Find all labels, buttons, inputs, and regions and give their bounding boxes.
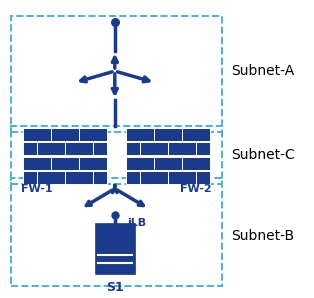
Bar <box>140 171 168 184</box>
Bar <box>23 157 51 170</box>
Text: Subnet-C: Subnet-C <box>231 148 295 162</box>
Bar <box>95 224 135 274</box>
Bar <box>154 128 181 141</box>
Bar <box>23 142 37 155</box>
Text: Subnet-B: Subnet-B <box>231 229 295 243</box>
Bar <box>11 16 222 132</box>
Bar <box>140 142 168 155</box>
Text: Subnet-A: Subnet-A <box>231 64 295 78</box>
Text: S1: S1 <box>106 282 124 294</box>
Bar <box>126 142 140 155</box>
Bar <box>51 128 79 141</box>
Bar <box>11 179 222 286</box>
Bar <box>23 171 37 184</box>
Bar <box>11 126 222 184</box>
Text: FW-1: FW-1 <box>21 184 53 194</box>
Bar <box>65 171 93 184</box>
Bar <box>93 142 107 155</box>
Bar <box>65 142 93 155</box>
Bar <box>79 157 107 170</box>
Bar <box>126 128 154 141</box>
Bar <box>181 128 209 141</box>
Text: FW-2: FW-2 <box>180 184 212 194</box>
Bar <box>126 157 154 170</box>
Bar <box>37 171 65 184</box>
Bar <box>23 128 51 141</box>
Bar <box>168 171 196 184</box>
Bar <box>93 171 107 184</box>
Bar <box>196 171 209 184</box>
Bar <box>196 142 209 155</box>
Bar <box>126 171 140 184</box>
Text: iLB: iLB <box>127 218 146 228</box>
Bar <box>79 128 107 141</box>
Bar <box>154 157 181 170</box>
Bar <box>51 157 79 170</box>
Bar <box>168 142 196 155</box>
Bar <box>181 157 209 170</box>
Bar <box>37 142 65 155</box>
